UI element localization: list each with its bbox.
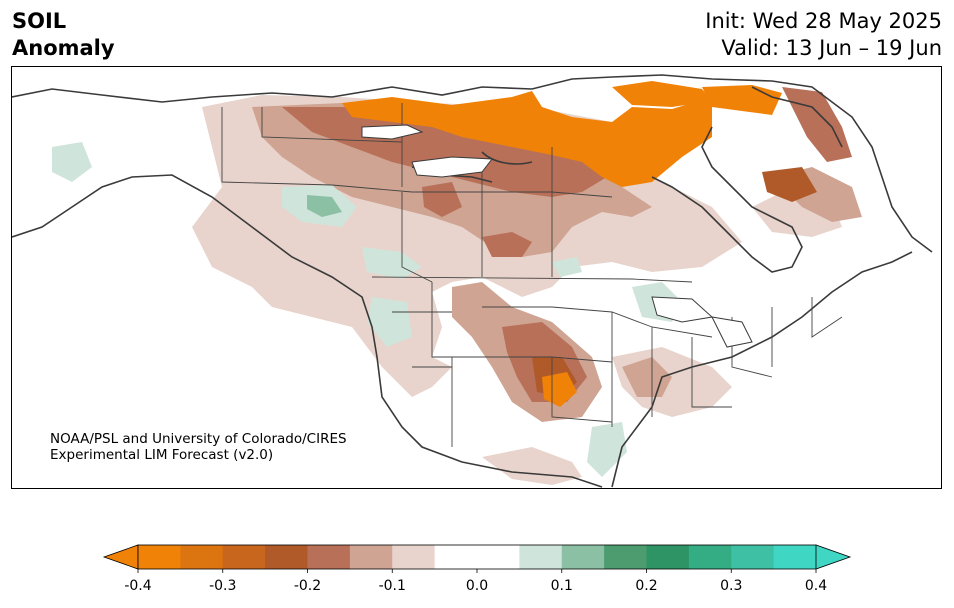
colorbar-tick-label: 0.0 [465,578,489,594]
init-date: Init: Wed 28 May 2025 [705,9,942,33]
colorbar-segment [307,545,351,569]
colorbar-segments [102,544,852,570]
title-line-2: Anomaly [12,36,115,60]
dry-anomaly-strongest [342,81,782,407]
colorbar-tick-label: -0.2 [293,578,322,594]
colorbar-segment [477,545,520,569]
colorbar-segment [349,545,393,569]
credit-line-1: NOAA/PSL and University of Colorado/CIRE… [50,431,347,447]
colorbar-segment [731,545,775,569]
title-line-1: SOIL [12,9,67,33]
colorbar-tick-label: 0.3 [720,578,743,594]
colorbar-segment [646,545,690,569]
map-title: SOIL Anomaly [12,8,115,62]
colorbar-tick-label: 0.2 [635,578,658,594]
colorbar-segment [604,545,647,569]
colorbar-border [137,544,817,570]
colorbar-tick-label: -0.4 [124,578,152,594]
credit-line-2: Experimental LIM Forecast (v2.0) [50,447,274,463]
colorbar-segment [519,545,563,569]
colorbar-segment [434,545,478,569]
colorbar-arrow-low [102,544,139,570]
great-lakes [361,124,753,348]
colorbar-tick-label: -0.3 [209,578,237,594]
valid-date: Valid: 13 Jun – 19 Jun [721,36,942,60]
colorbar-segment [180,545,224,569]
map-panel: NOAA/PSL and University of Colorado/CIRE… [11,66,942,489]
wet-anomaly-medium [307,195,342,217]
colorbar-segment [222,545,266,569]
colorbar-segment [392,545,436,569]
colorbar-segment [561,545,605,569]
colorbar-segment [773,545,817,569]
soil-anomaly-map [12,74,933,488]
colorbar-segment [138,545,181,569]
credit-text: NOAA/PSL and University of Colorado/CIRE… [50,431,347,463]
colorbar-segment [265,545,308,569]
colorbar-ticks [137,569,817,573]
colorbar-tick-label: -0.1 [378,578,406,594]
forecast-dates: Init: Wed 28 May 2025 Valid: 13 Jun – 19… [705,8,942,62]
colorbar-segment [688,545,732,569]
colorbar-tick-label: 0.4 [804,578,828,594]
colorbar-arrow-high [815,544,852,570]
colorbar-tick-label: 0.1 [550,578,573,594]
